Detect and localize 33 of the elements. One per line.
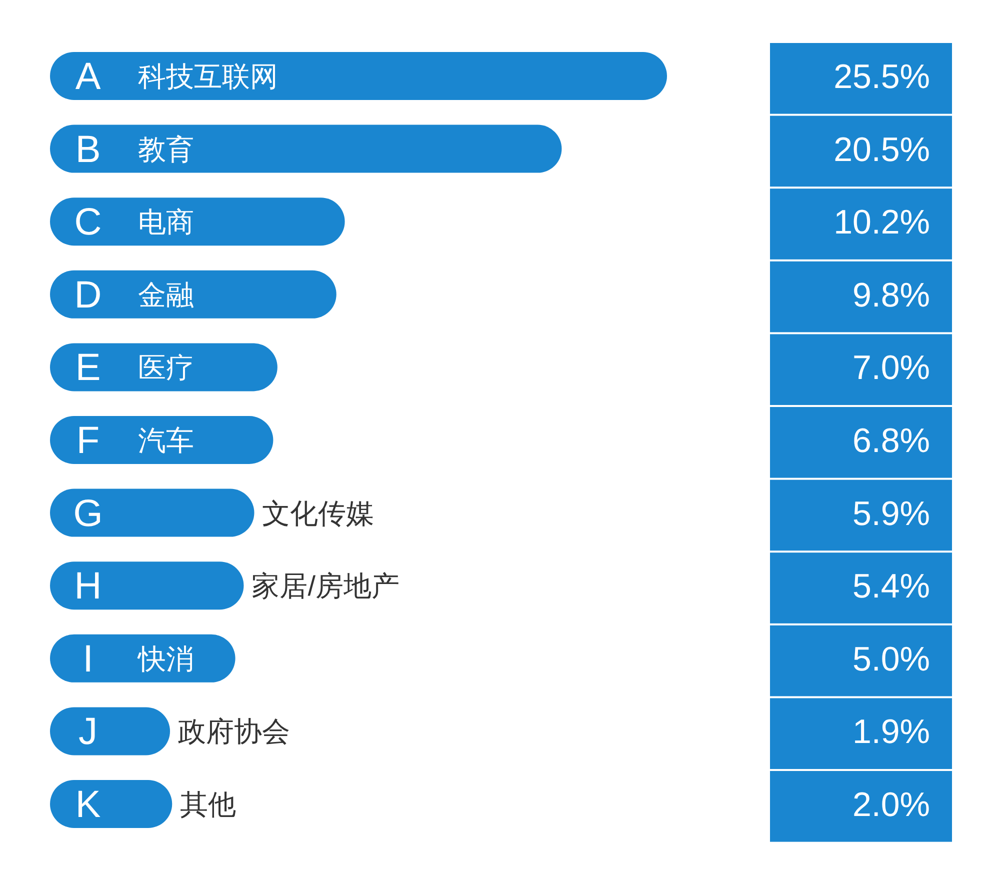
data-label: 9.8% bbox=[852, 276, 930, 314]
annotation: 文化传媒 bbox=[262, 498, 374, 529]
annotation: 快消 bbox=[137, 643, 194, 674]
data-label: 1.9% bbox=[852, 713, 930, 752]
data-label: 2.0% bbox=[852, 786, 930, 824]
data-label: 25.5% bbox=[834, 58, 930, 96]
data-label: 10.2% bbox=[834, 204, 930, 242]
annotation: 电商 bbox=[138, 206, 194, 238]
y-tick-label: A bbox=[75, 56, 102, 98]
data-label: 5.0% bbox=[852, 640, 930, 678]
data-label: 5.9% bbox=[852, 494, 930, 533]
y-tick-label: K bbox=[75, 784, 101, 826]
y-tick-label: E bbox=[75, 347, 101, 390]
annotation: 其他 bbox=[180, 789, 236, 820]
y-tick-label: J bbox=[78, 711, 98, 754]
data-label: 20.5% bbox=[834, 130, 930, 169]
annotation: 科技互联网 bbox=[138, 61, 278, 92]
annotation: 汽车 bbox=[138, 425, 194, 456]
annotation: 政府协会 bbox=[178, 716, 290, 748]
annotation: 医疗 bbox=[138, 352, 194, 384]
data-label: 5.4% bbox=[852, 568, 930, 606]
annotation: 家居/房地产 bbox=[252, 570, 400, 602]
y-tick-label: I bbox=[82, 638, 94, 680]
annotation: 金融 bbox=[138, 279, 194, 310]
y-tick-label: F bbox=[76, 420, 100, 462]
y-tick-label: D bbox=[74, 274, 102, 316]
data-label: 6.8% bbox=[852, 422, 930, 460]
y-tick-label: H bbox=[74, 566, 102, 608]
data-label: 7.0% bbox=[852, 349, 930, 388]
y-tick-label: C bbox=[74, 202, 102, 244]
y-tick-label: G bbox=[73, 492, 103, 535]
annotation: 教育 bbox=[138, 134, 194, 165]
y-tick-label: B bbox=[75, 128, 101, 171]
